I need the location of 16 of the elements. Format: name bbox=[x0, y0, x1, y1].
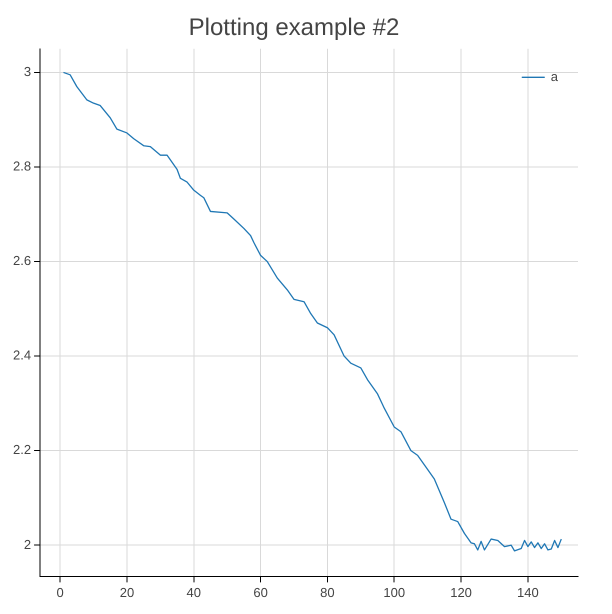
legend-label: a bbox=[550, 68, 559, 84]
x-tick-label: 60 bbox=[253, 584, 268, 600]
x-tick-label: 0 bbox=[56, 584, 64, 600]
y-tick-label: 2.4 bbox=[12, 348, 32, 363]
chart-title: Plotting example #2 bbox=[188, 14, 400, 42]
x-tick-label: 40 bbox=[186, 584, 201, 600]
x-tick-label: 80 bbox=[320, 584, 335, 600]
x-tick-label: 120 bbox=[450, 584, 472, 600]
y-tick-label: 2 bbox=[24, 536, 32, 552]
y-tick-label: 2.6 bbox=[12, 253, 32, 268]
y-tick-label: 2.2 bbox=[12, 442, 32, 458]
x-tick-label: 100 bbox=[383, 584, 406, 600]
y-tick-label: 3 bbox=[24, 64, 32, 80]
x-tick-label: 20 bbox=[120, 584, 134, 600]
x-tick-label: 140 bbox=[517, 584, 539, 600]
y-tick-label: 2.8 bbox=[12, 158, 32, 174]
